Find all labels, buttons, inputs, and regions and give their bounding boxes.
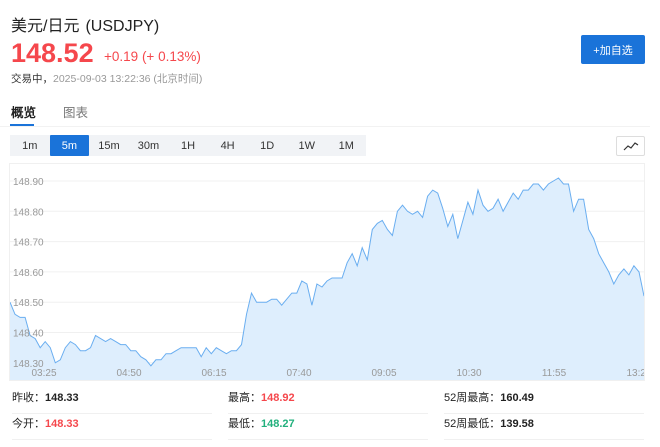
tab-overview[interactable]: 概览 xyxy=(11,106,37,120)
y-tick-label: 148.70 xyxy=(13,238,44,249)
timeframe-15m[interactable]: 15m xyxy=(98,139,120,152)
row-divider xyxy=(228,439,428,440)
tab-chart[interactable]: 图表 xyxy=(63,106,89,120)
y-tick-label: 148.90 xyxy=(13,177,44,188)
stat-value: 148.27 xyxy=(261,418,295,430)
row-divider xyxy=(12,413,212,414)
add-watchlist-button[interactable]: +加自选 xyxy=(581,35,645,64)
stat-value: 139.58 xyxy=(500,418,534,430)
row-divider xyxy=(12,439,212,440)
x-tick-label: 11:55 xyxy=(542,368,567,379)
stat-label: 52周最高： xyxy=(444,392,501,404)
y-tick-label: 148.80 xyxy=(13,207,44,218)
stat-label: 今开： xyxy=(12,418,45,430)
stat-item: 最低：148.27 xyxy=(228,414,428,440)
stat-label: 最低： xyxy=(228,418,261,430)
stat-label: 52周最低： xyxy=(444,418,501,430)
price-line xyxy=(10,177,644,367)
row-divider xyxy=(444,439,644,440)
timeframe-1m[interactable]: 1m xyxy=(22,139,38,152)
timeframe-4H[interactable]: 4H xyxy=(220,139,235,152)
stats-row: 昨收：148.33 最高：148.92 52周最高：160.49 xyxy=(12,388,648,414)
timeframe-1W[interactable]: 1W xyxy=(298,139,315,152)
chart-type-button[interactable] xyxy=(616,136,645,156)
instrument-code: (USDJPY) xyxy=(85,18,160,35)
y-tick-label: 148.60 xyxy=(13,268,44,279)
timeframe-selector: 1m 5m 15m 30m 1H 4H 1D 1W 1M xyxy=(10,135,366,156)
x-tick-label: 09:05 xyxy=(371,368,396,379)
status-text: 交易中， xyxy=(11,73,53,85)
instrument-title: 美元/日元 (USDJPY) xyxy=(11,12,159,36)
timezone: (北京时间) xyxy=(153,73,203,85)
y-tick-label: 148.30 xyxy=(13,359,44,370)
instrument-name: 美元/日元 xyxy=(11,18,80,35)
timeframe-5m[interactable]: 5m xyxy=(49,135,90,156)
line-chart-icon xyxy=(623,142,638,151)
stat-item: 52周最高：160.49 xyxy=(444,388,644,414)
x-tick-label: 10:30 xyxy=(456,368,481,379)
timeframe-30m[interactable]: 30m xyxy=(137,139,160,152)
tab-divider xyxy=(0,126,650,127)
timestamp: 2025-09-03 13:22:36 xyxy=(53,73,151,85)
stat-item: 52周最低：139.58 xyxy=(444,414,644,440)
price-chart-svg: 148.90 148.80 148.70 148.60 148.50 148.40 148.… xyxy=(10,177,645,380)
row-divider xyxy=(444,413,644,414)
x-tick-label: 13:20 xyxy=(626,368,645,379)
timeframe-1M[interactable]: 1M xyxy=(338,139,354,152)
stat-label: 昨收： xyxy=(12,392,45,404)
stat-item: 最高：148.92 xyxy=(228,388,428,414)
timeframe-1D[interactable]: 1D xyxy=(260,139,275,152)
current-price: 148.52 xyxy=(11,38,94,68)
x-tick-label: 07:40 xyxy=(286,368,311,379)
stat-value: 148.33 xyxy=(45,418,79,430)
y-tick-label: 148.50 xyxy=(13,298,44,309)
trading-status: 交易中，2025-09-03 13:22:36 (北京时间) xyxy=(11,71,202,86)
stat-value: 148.92 xyxy=(261,392,295,404)
stat-label: 最高： xyxy=(228,392,261,404)
stats-panel: 昨收：148.33 最高：148.92 52周最高：160.49 今开：148.33 最… xyxy=(12,388,648,440)
stat-item: 今开：148.33 xyxy=(12,414,212,440)
timeframe-1H[interactable]: 1H xyxy=(181,139,196,152)
x-tick-label: 04:50 xyxy=(116,368,141,379)
x-tick-label: 06:15 xyxy=(201,368,226,379)
price-area xyxy=(10,178,644,380)
active-tab-indicator xyxy=(10,124,34,126)
row-divider xyxy=(228,413,428,414)
stat-item: 昨收：148.33 xyxy=(12,388,212,414)
price-change: +0.19 (+ 0.13%) xyxy=(104,49,201,64)
change-percent: (+ 0.13%) xyxy=(141,49,201,64)
price-chart[interactable]: 148.90 148.80 148.70 148.60 148.50 148.40 148.… xyxy=(9,163,645,381)
y-tick-label: 148.40 xyxy=(13,329,44,340)
stat-value: 148.33 xyxy=(45,392,79,404)
stat-value: 160.49 xyxy=(500,392,534,404)
change-value: +0.19 xyxy=(104,49,139,64)
x-tick-label: 03:25 xyxy=(31,368,56,379)
stats-row: 今开：148.33 最低：148.27 52周最低：139.58 xyxy=(12,414,648,440)
